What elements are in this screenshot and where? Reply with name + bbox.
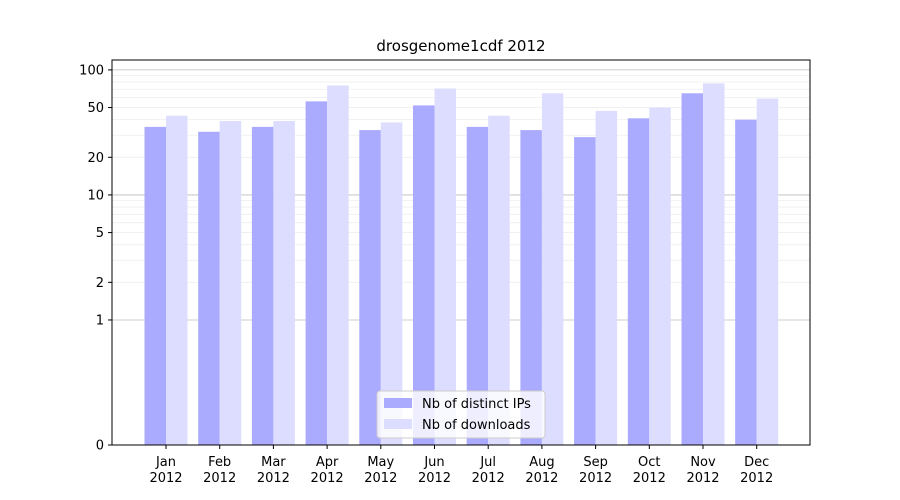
bar-downloads [756, 98, 779, 446]
bar-distinct-ips [681, 93, 703, 446]
legend-box [376, 390, 546, 439]
bar-downloads [703, 83, 725, 445]
bar-downloads [434, 88, 456, 446]
bar-distinct-ips [413, 105, 435, 446]
x-tick-label: Feb 2012 [203, 455, 236, 486]
x-tick-label: Jul 2012 [472, 455, 505, 486]
y-tick-label: 100 [79, 63, 104, 78]
bar-distinct-ips [627, 118, 650, 445]
y-tick-label: 5 [96, 226, 104, 241]
bar-distinct-ips [251, 126, 274, 446]
plot-frame [111, 59, 811, 446]
legend: Nb of distinct IPs Nb of downloads [376, 390, 546, 439]
y-tick-label: 0 [96, 439, 104, 454]
legend-swatch [384, 398, 412, 408]
bar-distinct-ips [359, 130, 381, 445]
bar-distinct-ips [144, 126, 166, 446]
x-tick-label: Nov 2012 [686, 455, 719, 486]
legend-label: Nb of downloads [422, 418, 531, 433]
x-tick-label: Sep 2012 [579, 455, 612, 486]
x-tick-label: Oct 2012 [633, 455, 666, 486]
chart-title: drosgenome1cdf 2012 [376, 37, 545, 55]
y-tick-label: 20 [87, 151, 104, 166]
bar-downloads [166, 115, 188, 445]
x-tick-label: Jan 2012 [149, 455, 182, 486]
y-tick-label: 2 [96, 276, 104, 291]
x-axis-ticks: Jan 2012 Feb 2012 Mar 2012 Apr 2012 May 2012 Jun 20… [149, 445, 773, 486]
y-tick-label: 1 [96, 313, 104, 328]
legend-swatch [384, 419, 412, 429]
y-tick-label: 10 [87, 188, 104, 203]
bar-distinct-ips [466, 126, 489, 446]
bar-downloads [649, 107, 671, 446]
x-tick-label: Apr 2012 [311, 455, 344, 486]
legend-label: Nb of distinct IPs [422, 397, 531, 412]
x-tick-label: Dec 2012 [740, 455, 773, 486]
bar-downloads [273, 121, 295, 446]
bar-distinct-ips [305, 101, 328, 445]
bar-downloads [595, 110, 618, 445]
bar-distinct-ips [574, 137, 596, 445]
x-tick-label: May 2012 [364, 455, 397, 486]
x-tick-label: Jun 2012 [418, 455, 451, 486]
bar-distinct-ips [520, 130, 542, 445]
bar-distinct-ips [198, 131, 220, 445]
x-tick-label: Aug 2012 [525, 455, 558, 486]
bar-downloads [488, 115, 510, 445]
bars [144, 83, 779, 446]
bar-downloads [541, 93, 564, 446]
bar-downloads [219, 121, 242, 446]
y-axis-ticks: 0 1 2 5 10 20 50 100 [79, 63, 112, 454]
bar-downloads [327, 85, 349, 445]
x-tick-label: Mar 2012 [257, 455, 290, 486]
bar-distinct-ips [735, 119, 757, 446]
y-tick-label: 50 [87, 101, 104, 116]
bar-downloads [380, 122, 403, 445]
